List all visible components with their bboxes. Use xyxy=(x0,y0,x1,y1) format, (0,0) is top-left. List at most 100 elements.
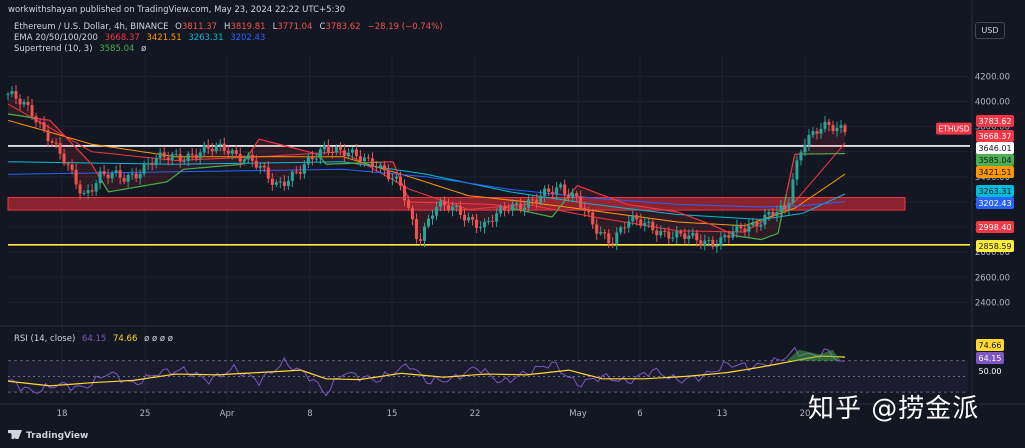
supertrend-segment xyxy=(300,149,306,152)
candle-body xyxy=(587,210,591,213)
ema-legend: EMA 20/50/100/200 3668.37 3421.51 3263.3… xyxy=(14,33,269,44)
candle-body xyxy=(258,165,262,168)
candle-body xyxy=(34,116,38,123)
tradingview-logo: TradingView xyxy=(8,430,88,441)
rsi-value: 64.15 xyxy=(81,334,107,344)
supertrend-segment xyxy=(706,222,712,226)
candle-body xyxy=(250,154,254,161)
candle-body xyxy=(479,227,483,229)
candle-body xyxy=(663,230,667,232)
candle-body xyxy=(194,154,198,159)
price-axis-label: 3263.31 xyxy=(978,187,1011,196)
supertrend-segment xyxy=(493,203,498,206)
supertrend-segment xyxy=(61,133,68,139)
ema200-value: 3202.43 xyxy=(230,33,266,43)
candle-body xyxy=(62,153,66,164)
candle-body xyxy=(723,235,727,238)
candle-body xyxy=(575,193,579,197)
candle-body xyxy=(78,184,82,194)
candle-body xyxy=(182,160,186,162)
supertrend-segment xyxy=(70,141,76,148)
candle-body xyxy=(14,91,18,99)
supertrend-segment xyxy=(689,216,695,219)
supertrend-segment xyxy=(103,184,109,193)
candle-body xyxy=(791,179,795,203)
candle-body xyxy=(382,165,386,171)
price-axis-label-bg xyxy=(976,240,1014,252)
candle-body xyxy=(835,127,839,132)
candle-body xyxy=(555,187,559,195)
candle-body xyxy=(427,218,431,227)
price-axis-label: 3421.51 xyxy=(978,168,1011,177)
supertrend-segment xyxy=(137,185,143,188)
candle-body xyxy=(647,221,651,223)
ohlc-change: −28.19 (−0.74%) xyxy=(368,22,447,32)
candle-body xyxy=(186,153,190,161)
candle-body xyxy=(294,171,298,173)
candle-body xyxy=(226,150,230,154)
candle-body xyxy=(398,176,402,186)
candle-body xyxy=(214,145,218,152)
tradingview-logo-text: TradingView xyxy=(26,431,89,441)
watermark-text: 知乎 @捞金派 xyxy=(808,394,980,424)
candle-body xyxy=(711,240,715,247)
x-tick-label: 25 xyxy=(140,409,151,419)
ema20-value: 3668.37 xyxy=(104,33,140,43)
supertrend-segment xyxy=(526,211,532,214)
supertrend-segment xyxy=(87,159,93,165)
price-axis-label-bg xyxy=(976,115,1014,127)
supertrend-segment xyxy=(627,203,632,206)
candle-body xyxy=(370,158,374,167)
supertrend-segment xyxy=(773,232,779,236)
candle-body xyxy=(394,176,398,179)
candle-body xyxy=(619,227,623,233)
supertrend-segment xyxy=(576,185,582,188)
price-axis-label-bg xyxy=(976,221,1014,233)
candle-body xyxy=(130,173,134,175)
candle-body xyxy=(595,224,599,234)
candle-body xyxy=(26,101,30,105)
supertrend-segment xyxy=(702,220,708,224)
currency-button[interactable]: USD xyxy=(975,22,1005,39)
candle-body xyxy=(202,145,206,153)
candle-body xyxy=(18,98,22,105)
candle-body xyxy=(431,215,435,219)
candle-body xyxy=(615,232,619,244)
supertrend-segment xyxy=(581,186,586,190)
y-tick-label: 2800.00 xyxy=(975,248,1010,258)
rsi-legend: RSI (14, close) 64.15 74.66 ø ø ø ø xyxy=(14,334,177,345)
supertrend-segment xyxy=(179,168,185,173)
ohlc-key: C xyxy=(319,22,326,32)
candle-body xyxy=(651,221,655,231)
supertrend-segment xyxy=(120,188,126,191)
candle-body xyxy=(527,199,531,208)
candle-body xyxy=(551,191,555,195)
candle-body xyxy=(523,207,527,210)
supertrend-segment xyxy=(535,212,540,215)
supertrend-segment xyxy=(777,213,783,234)
candle-body xyxy=(318,149,322,159)
ohlc-key: O xyxy=(175,22,182,32)
x-tick-label: 13 xyxy=(717,409,728,419)
candle-body xyxy=(519,203,523,210)
supertrend-segment xyxy=(45,119,50,121)
y-tick-label: 4200.00 xyxy=(975,72,1010,82)
candle-body xyxy=(703,240,707,246)
supertrend-segment xyxy=(288,146,293,149)
candle-body xyxy=(138,173,142,179)
candle-body xyxy=(627,221,631,228)
supertrend-segment xyxy=(740,235,745,238)
candle-body xyxy=(691,232,695,236)
supertrend-segment xyxy=(267,140,272,143)
candle-body xyxy=(507,210,511,212)
supertrend-segment xyxy=(694,217,699,221)
ohlc-key: H xyxy=(224,22,231,32)
supertrend-segment xyxy=(250,145,256,153)
candle-body xyxy=(439,200,443,207)
candle-body xyxy=(455,205,459,207)
candle-body xyxy=(238,153,242,162)
candle-body xyxy=(166,157,170,160)
candle-body xyxy=(198,152,202,159)
